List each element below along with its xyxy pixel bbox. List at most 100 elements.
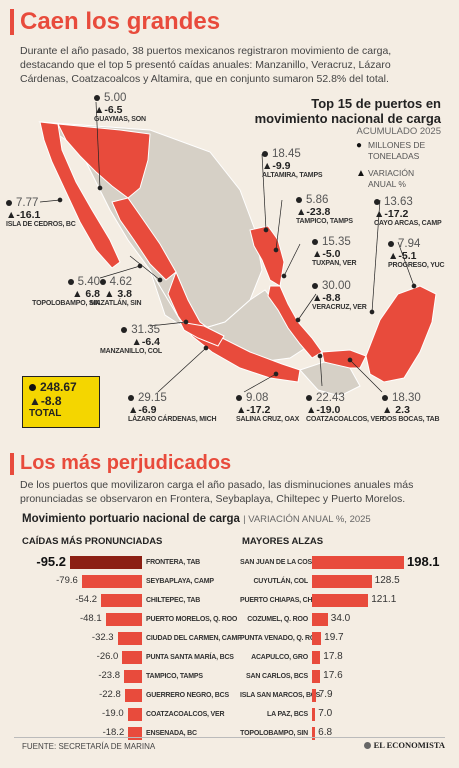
- triangle-symbol: ▲: [356, 168, 366, 179]
- port-name: DOS BOCAS, TAB: [382, 416, 440, 423]
- increase-category-label: ACAPULCO, GRO: [251, 654, 308, 661]
- port-coatzacoalcos: 22.43 ▲-19.0 COATZACOALCOS, VER: [306, 392, 385, 423]
- increase-category-label: CUYUTLÁN, COL: [253, 578, 308, 585]
- map-baja-california: [39, 121, 121, 269]
- port-connectors: [39, 101, 417, 393]
- map-title: Top 15 de puertos en movimiento nacional…: [255, 96, 441, 126]
- decrease-bar: [117, 632, 142, 645]
- map-title-line2: movimiento nacional de carga: [254, 111, 441, 126]
- decrease-category-label: PUERTO MORELOS, Q. ROO: [146, 616, 238, 623]
- total-value: 248.67: [40, 380, 77, 394]
- decrease-bar: [70, 556, 142, 569]
- decrease-category-label: SEYBAPLAYA, CAMP: [146, 578, 214, 585]
- decrease-bar: [101, 594, 142, 607]
- port-value: 5.40: [77, 276, 100, 288]
- port-value: 22.43: [316, 392, 345, 404]
- port-value: 9.08: [246, 392, 269, 404]
- port-change: ▲-8.8: [312, 292, 341, 304]
- port-dos-bocas: 18.30 ▲ 2.3 DOS BOCAS, TAB: [382, 392, 440, 423]
- decrease-value-label: -26.0: [96, 651, 119, 662]
- increase-value-label: 17.8: [323, 651, 343, 662]
- decrease-bar: [81, 575, 142, 588]
- increase-value-label: 34.0: [330, 613, 351, 624]
- footer-divider: [14, 737, 445, 738]
- port-tampico: 5.86 ▲-23.8 TAMPICO, TAMPS: [296, 194, 353, 225]
- port-mazatlan: 4.62 ▲ 3.8 MAZATLÁN, SIN: [90, 276, 142, 307]
- port-value: 18.30: [392, 392, 421, 404]
- increase-value-label: 121.1: [371, 594, 397, 605]
- decrease-category-label: ENSENADA, BC: [146, 730, 197, 737]
- port-lazaro-cardenas: 29.15 ▲-6.9 LÁZARO CÁRDENAS, MICH: [128, 392, 217, 423]
- port-change: ▲ 6.8: [72, 288, 100, 300]
- brand-dot-icon: [363, 741, 371, 749]
- increase-value-label: 128.5: [374, 575, 400, 586]
- map-colima-michoacan: [179, 321, 225, 347]
- mexico-map-svg: [38, 101, 437, 397]
- legend-millions: MILLONES DE TONELADAS: [368, 140, 426, 161]
- port-value: 31.35: [131, 324, 160, 336]
- port-name: TAMPICO, TAMPS: [296, 218, 353, 225]
- decrease-bar: [105, 613, 142, 626]
- port-name: MANZANILLO, COL: [100, 348, 162, 355]
- increase-bar: [312, 689, 316, 702]
- decrease-bar: [127, 708, 142, 721]
- decrease-bar: [122, 651, 142, 664]
- increase-value-label: 17.6: [323, 670, 343, 681]
- port-value: 4.62: [109, 276, 132, 288]
- port-veracruz: 30.00 ▲-8.8 VERACRUZ, VER: [312, 280, 367, 311]
- section2-title: Los más perjudicados: [10, 452, 231, 475]
- page-title: Caen los grandes: [10, 8, 220, 36]
- increase-category-label: PUERTO CHIAPAS, CHIS: [240, 597, 319, 604]
- port-change: ▲-16.1: [6, 209, 41, 221]
- increase-value-label: 19.7: [324, 632, 344, 643]
- source-note: FUENTE: SECRETARÍA DE MARINA: [22, 742, 156, 751]
- map-subtitle: ACUMULADO 2025: [356, 126, 441, 137]
- port-change: ▲-6.4: [131, 336, 161, 348]
- increases-title: MAYORES ALZAS: [242, 536, 324, 547]
- brand-name: EL ECONOMISTA: [373, 740, 445, 750]
- port-change: ▲-17.2: [374, 208, 409, 220]
- increase-bar: [312, 613, 328, 626]
- port-change: ▲-23.8: [296, 206, 331, 218]
- chart-title: Movimiento portuario nacional de carga |…: [22, 513, 371, 525]
- port-progreso: 7.94 ▲-5.1 PROGRESO, YUC: [388, 238, 445, 269]
- port-value: 7.94: [398, 238, 421, 250]
- increase-category-label: PUNTA VENADO, Q. ROO: [240, 635, 321, 642]
- decrease-category-label: TAMPICO, TAMPS: [146, 673, 203, 680]
- port-value: 15.35: [322, 236, 351, 248]
- port-name: TUXPAN, VER: [312, 260, 357, 267]
- decrease-bar: [124, 689, 142, 702]
- decrease-category-label: FRONTERA, TAB: [146, 559, 201, 566]
- port-change: ▲ 2.3: [382, 404, 410, 416]
- decrease-value-label: -18.2: [102, 727, 125, 738]
- legend-change: VARIACIÓN ANUAL %: [368, 168, 415, 189]
- decrease-category-label: PUNTA SANTA MARÍA, BCS: [146, 654, 234, 661]
- port-value: 18.45: [272, 148, 301, 160]
- port-change: ▲-6.5: [94, 104, 123, 116]
- increase-bar: [312, 632, 322, 645]
- map-yucatan-peninsula: [365, 285, 437, 383]
- increase-category-label: SAN CARLOS, BCS: [246, 673, 308, 680]
- increase-category-label: TOPOLOBAMPO, SIN: [240, 730, 308, 737]
- port-value: 13.63: [384, 196, 413, 208]
- port-change: ▲-17.2: [236, 404, 271, 416]
- port-name: ALTAMIRA, TAMPS: [262, 172, 323, 179]
- port-topolobampo: 5.40 ▲ 6.8 TOPOLOBAMPO, SIN: [20, 276, 100, 307]
- port-value: 5.00: [104, 92, 127, 104]
- increase-bar: [312, 575, 372, 588]
- increase-category-label: ISLA SAN MARCOS, BCS: [240, 692, 321, 699]
- map-legend: ● MILLONES DE TONELADAS ▲ VARIACIÓN ANUAL …: [356, 140, 440, 196]
- port-name: VERACRUZ, VER: [312, 304, 367, 311]
- decrease-value-label: -22.8: [99, 689, 121, 700]
- decrease-value-label: -48.1: [79, 613, 102, 624]
- port-name: CAYO ARCAS, CAMP: [374, 220, 442, 227]
- increase-value-label: 198.1: [407, 554, 440, 569]
- port-name: GUAYMAS, SON: [94, 116, 146, 123]
- map-chiapas: [299, 361, 361, 397]
- port-change: ▲-9.9: [262, 160, 291, 172]
- increase-category-label: SAN JUAN DE LA COSTA, BCS: [240, 559, 339, 566]
- port-altamira: 18.45 ▲-9.9 ALTAMIRA, TAMPS: [262, 148, 323, 179]
- total-label: TOTAL: [29, 408, 62, 419]
- page-title-text: Caen los grandes: [20, 8, 221, 35]
- increase-bar: [312, 727, 316, 740]
